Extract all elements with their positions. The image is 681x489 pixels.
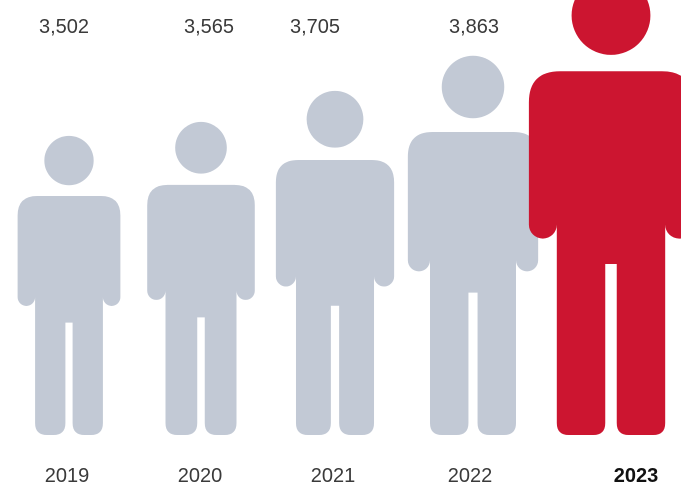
year-label-2022: 2022	[448, 465, 493, 487]
person-figures	[17, 0, 681, 436]
person-body-2021	[275, 159, 395, 436]
person-figure-2021	[275, 90, 395, 436]
year-labels: 2019 2020 2021 2022 2023	[45, 465, 659, 487]
person-head-2021	[306, 90, 364, 148]
person-body-2023	[528, 71, 681, 435]
person-head-2022	[441, 55, 505, 119]
value-label-2021: 3,705	[290, 16, 340, 38]
value-label-2022: 3,863	[449, 16, 499, 38]
person-body-2020	[147, 184, 255, 435]
year-label-2021: 2021	[311, 465, 356, 487]
value-label-2019: 3,502	[39, 16, 89, 38]
person-figure-2023	[528, 0, 681, 435]
person-figure-2022	[407, 55, 539, 435]
year-label-2023: 2023	[614, 465, 659, 487]
person-body-2022	[407, 131, 539, 435]
person-figure-2019	[17, 135, 121, 435]
person-figure-2020	[147, 121, 255, 435]
person-head-2023	[571, 0, 651, 55]
person-body-2019	[17, 196, 121, 435]
person-head-2020	[175, 121, 227, 174]
year-label-2019: 2019	[45, 465, 90, 487]
year-label-2020: 2020	[178, 465, 223, 487]
person-head-2019	[44, 135, 94, 186]
value-label-2020: 3,565	[184, 16, 234, 38]
